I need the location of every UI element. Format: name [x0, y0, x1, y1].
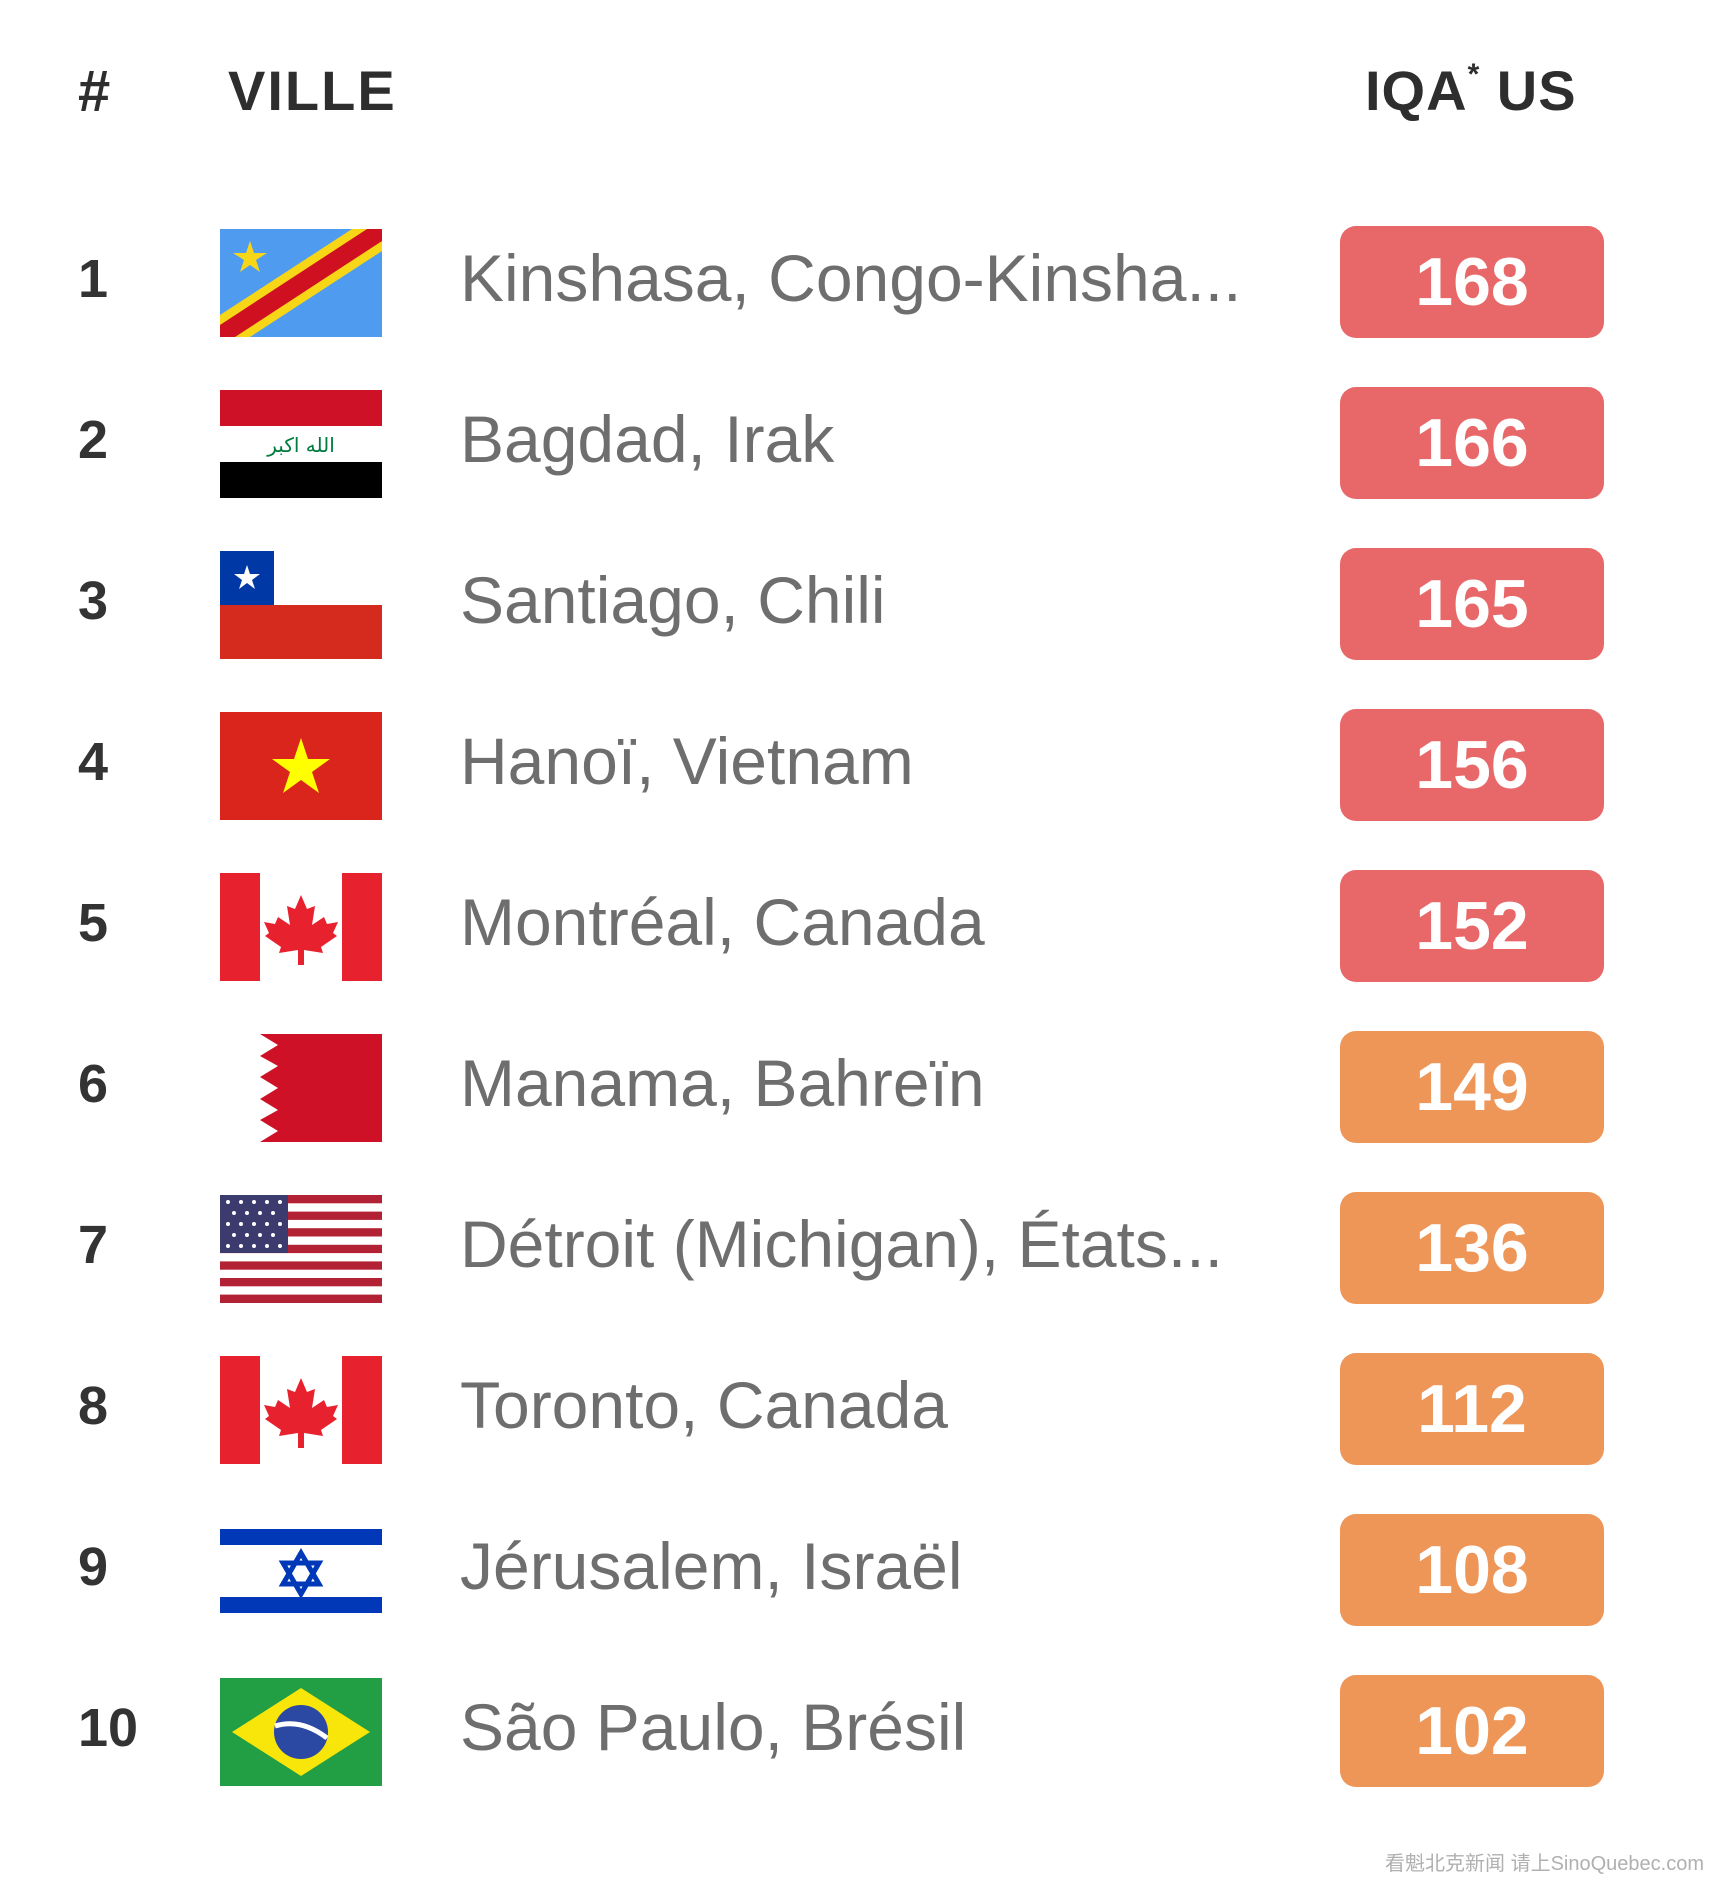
city-name: Toronto, Canada — [460, 1368, 949, 1442]
rank-number: 3 — [78, 571, 109, 631]
rank-number: 4 — [78, 732, 109, 792]
city-name: Jérusalem, Israël — [460, 1529, 963, 1603]
aqi-badge: 136 — [1340, 1192, 1604, 1304]
drc-flag-icon — [220, 229, 382, 337]
table-row[interactable]: 4 Hanoï, Vietnam 156 — [0, 679, 1722, 840]
aqi-badge: 165 — [1340, 548, 1604, 660]
watermark-text: 看魁北克新闻 请上SinoQuebec.com — [1385, 1853, 1704, 1875]
canada-flag-icon — [220, 873, 382, 981]
aqi-column-header: IQA* US — [1365, 58, 1577, 122]
city-name: Kinshasa, Congo-Kinsha... — [460, 241, 1242, 315]
aqi-badge: 149 — [1340, 1031, 1604, 1143]
aqi-badge: 112 — [1340, 1353, 1604, 1465]
table-row[interactable]: 9 Jérusalem, Israël 108 — [0, 1484, 1722, 1645]
city-column-header: VILLE — [228, 59, 397, 122]
table-row[interactable]: 2 الله اكبر Bagdad, Irak 166 — [0, 357, 1722, 518]
table-row[interactable]: 7 Détroit (Michigan), États... 136 — [0, 1162, 1722, 1323]
usa-flag-icon — [220, 1195, 382, 1303]
table-header: # VILLE IQA* US — [0, 58, 1722, 138]
iraq-flag-icon: الله اكبر — [220, 390, 382, 498]
rank-number: 10 — [78, 1698, 139, 1758]
aqi-badge: 102 — [1340, 1675, 1604, 1787]
canada-flag-icon — [220, 1356, 382, 1464]
table-row[interactable]: 5 Montréal, Canada 152 — [0, 840, 1722, 1001]
city-name: Santiago, Chili — [460, 563, 886, 637]
city-name: Manama, Bahreïn — [460, 1046, 985, 1120]
chile-flag-icon — [220, 551, 382, 659]
bahrain-flag-icon — [220, 1034, 382, 1142]
city-name: Montréal, Canada — [460, 885, 985, 959]
aqi-badge: 108 — [1340, 1514, 1604, 1626]
rank-number: 9 — [78, 1537, 109, 1597]
aqi-badge: 168 — [1340, 226, 1604, 338]
rank-number: 2 — [78, 410, 109, 470]
table-row[interactable]: 8 Toronto, Canada 112 — [0, 1323, 1722, 1484]
rank-column-header: # — [78, 59, 111, 124]
rank-number: 8 — [78, 1376, 109, 1436]
rank-number: 5 — [78, 893, 109, 953]
aqi-badge: 152 — [1340, 870, 1604, 982]
vietnam-flag-icon — [220, 712, 382, 820]
rank-number: 7 — [78, 1215, 109, 1275]
brazil-flag-icon — [220, 1678, 382, 1786]
city-name: Détroit (Michigan), États... — [460, 1207, 1223, 1281]
aqi-badge: 166 — [1340, 387, 1604, 499]
israel-flag-icon — [220, 1517, 382, 1625]
city-name: Bagdad, Irak — [460, 402, 835, 476]
aqi-badge: 156 — [1340, 709, 1604, 821]
table-row[interactable]: 3 Santiago, Chili 165 — [0, 518, 1722, 679]
table-row[interactable]: 1 Kinshasa, Congo-Kinsha... 168 — [0, 196, 1722, 357]
table-row[interactable]: 10 São Paulo, Brésil 102 — [0, 1645, 1722, 1806]
table-row[interactable]: 6 Manama, Bahreïn 149 — [0, 1001, 1722, 1162]
city-name: São Paulo, Brésil — [460, 1690, 967, 1764]
rank-number: 1 — [78, 249, 109, 309]
rank-number: 6 — [78, 1054, 109, 1114]
city-name: Hanoï, Vietnam — [460, 724, 914, 798]
svg-text:الله اكبر: الله اكبر — [266, 433, 335, 457]
